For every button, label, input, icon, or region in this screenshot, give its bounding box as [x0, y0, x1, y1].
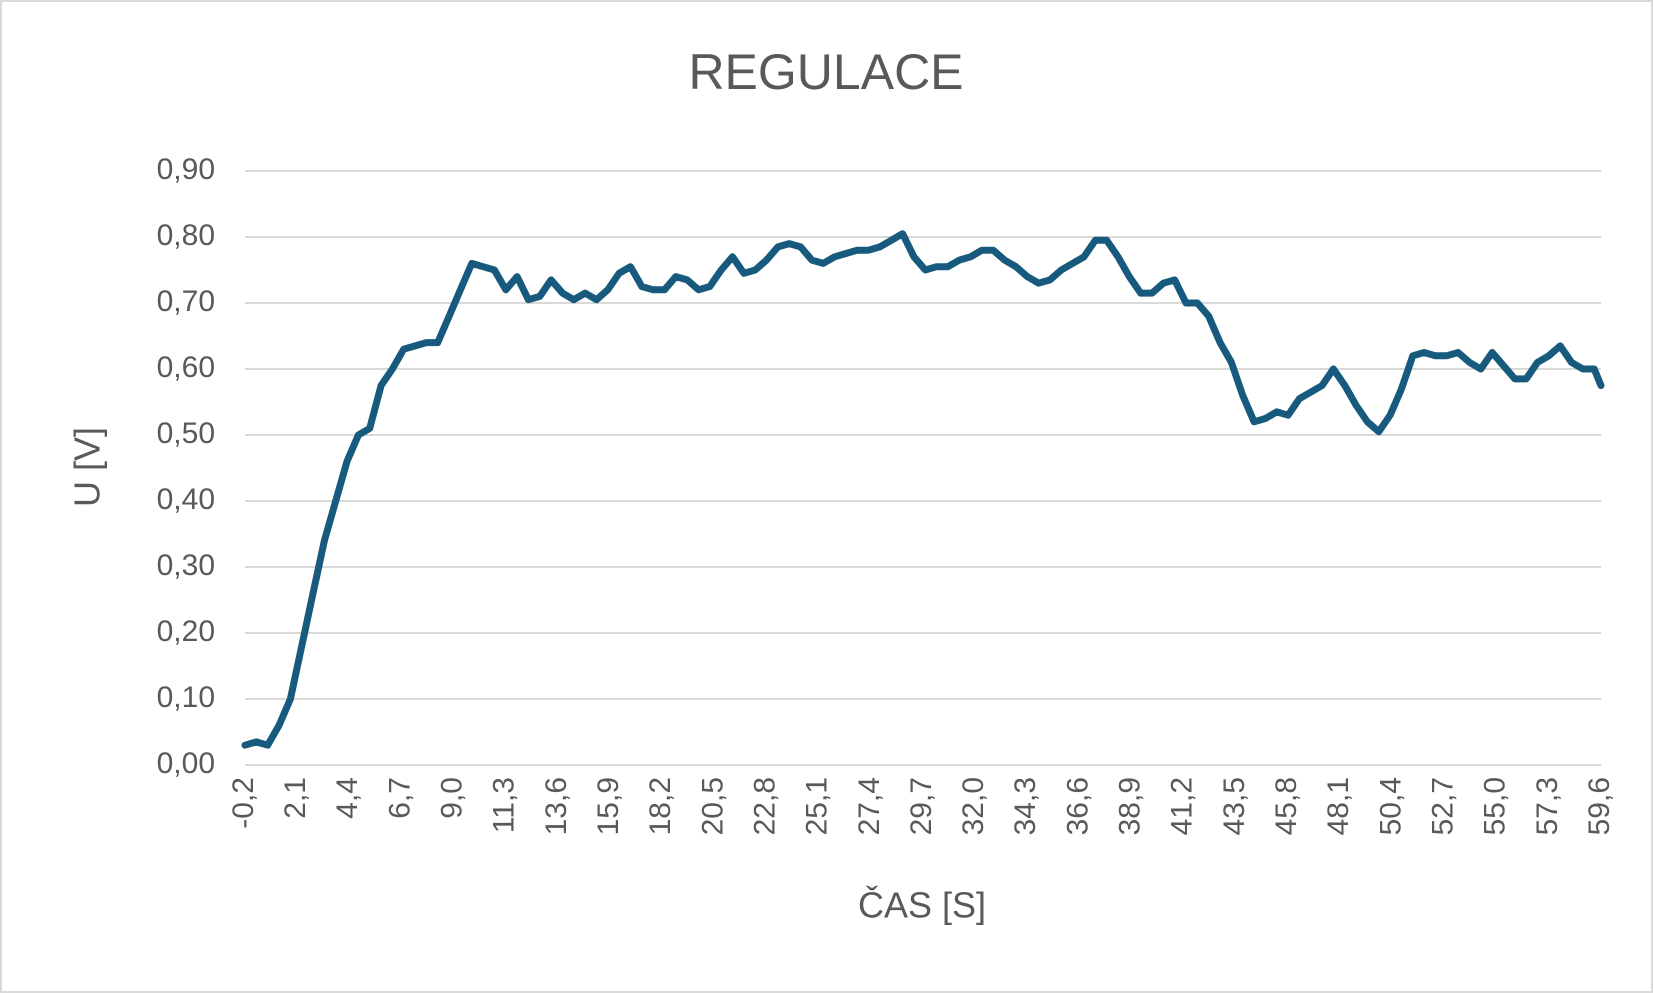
x-tick-label: 18,2 [644, 777, 677, 835]
x-tick-label: 22,8 [748, 777, 781, 835]
x-tick-label: 55,0 [1479, 777, 1512, 835]
x-tick-label: 32,0 [957, 777, 990, 835]
y-tick-label: 0,70 [157, 285, 215, 318]
data-line [241, 230, 1605, 749]
y-tick-label: 0,90 [157, 153, 215, 186]
y-tick-label: 0,20 [157, 615, 215, 648]
x-tick-label: 6,7 [383, 777, 416, 819]
x-tick-label: 4,4 [331, 777, 364, 819]
y-tick-label: 0,00 [157, 747, 215, 780]
y-tick-label: 0,10 [157, 681, 215, 714]
x-tick-label: 36,6 [1061, 777, 1094, 835]
chart-title: REGULACE [688, 44, 963, 100]
x-tick-label: 13,6 [540, 777, 573, 835]
x-tick-label: 29,7 [905, 777, 938, 835]
y-tick-label: 0,80 [157, 219, 215, 252]
x-tick-label: 38,9 [1114, 777, 1147, 835]
y-tick-label: 0,50 [157, 417, 215, 450]
x-tick-label: -0,2 [227, 777, 260, 829]
x-tick-label: 25,1 [801, 777, 834, 835]
x-tick-label: 48,1 [1322, 777, 1355, 835]
x-tick-label: 41,2 [1166, 777, 1199, 835]
y-axis-title: U [V] [67, 427, 108, 507]
y-tick-label: 0,30 [157, 549, 215, 582]
x-tick-label: 45,8 [1270, 777, 1303, 835]
x-tick-label: 43,5 [1218, 777, 1251, 835]
x-tick-label: 50,4 [1374, 777, 1407, 835]
x-tick-label: 20,5 [696, 777, 729, 835]
x-tick-label: 52,7 [1426, 777, 1459, 835]
x-tick-label: 11,3 [488, 777, 521, 833]
x-tick-label: 57,3 [1531, 777, 1564, 835]
x-tick-label: 59,6 [1583, 777, 1616, 835]
x-tick-label: 9,0 [436, 777, 469, 819]
y-tick-label: 0,40 [157, 483, 215, 516]
x-tick-label: 15,9 [592, 777, 625, 835]
y-tick-label: 0,60 [157, 351, 215, 384]
x-tick-label: 34,3 [1009, 777, 1042, 835]
x-tick-label: 27,4 [853, 777, 886, 835]
x-tick-label: 2,1 [279, 777, 312, 819]
x-axis-title: ČAS [S] [858, 885, 986, 926]
